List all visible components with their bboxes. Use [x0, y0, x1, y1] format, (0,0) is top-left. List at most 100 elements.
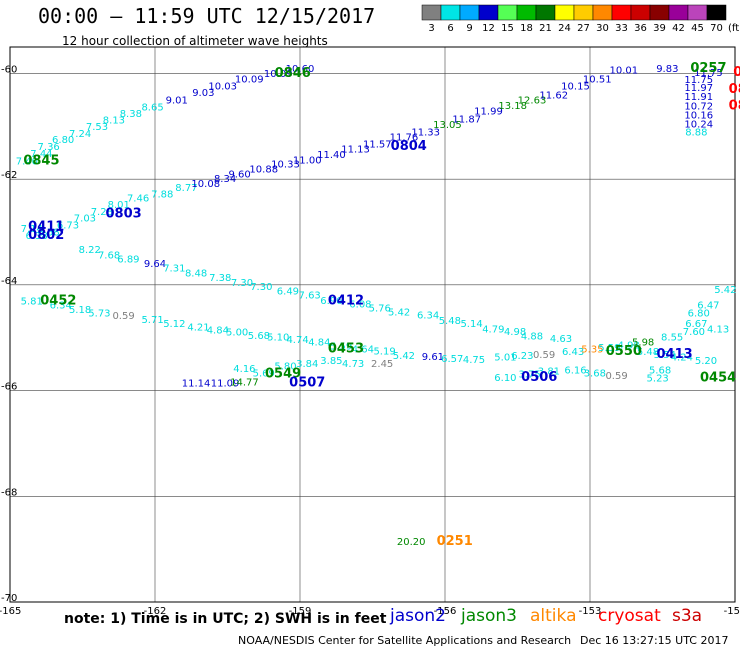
pass-time-label: 0453: [328, 342, 364, 357]
y-tick-label: -68: [1, 487, 17, 498]
legend-label: 39: [653, 23, 666, 34]
wave-height-value: 5.68: [649, 366, 671, 377]
legend-label: 36: [634, 23, 647, 34]
wave-height-value: 4.98: [618, 340, 640, 351]
pass-time-label: 0804: [391, 139, 427, 154]
wave-height-value: 7.38: [209, 273, 231, 284]
wave-height-value: 7.68: [98, 250, 120, 261]
wave-height-value: 8.34: [214, 174, 236, 185]
legend-label: 27: [577, 23, 590, 34]
legend-swatch: [668, 4, 689, 21]
wave-height-value: 10.33: [271, 160, 300, 171]
wave-height-value: 4.79: [482, 324, 504, 335]
wave-height-value: 6.34: [50, 301, 72, 312]
data-points: 7.407.447.366.807.247.538.138.388.659.01…: [16, 64, 737, 548]
wave-height-value: 11.62: [539, 90, 568, 101]
wave-height-value: 0.59: [112, 311, 134, 322]
wave-height-value: 3.75: [518, 369, 540, 380]
chart-title: 00:00 – 11:59 UTC 12/15/2017: [38, 4, 376, 28]
wave-height-value: 10.51: [583, 74, 612, 85]
pass-time-label: 0257: [690, 61, 726, 76]
wave-height-value: 5.42: [393, 351, 415, 362]
wave-height-value: 3.84: [296, 359, 318, 370]
x-tick-label: -150: [724, 606, 740, 617]
pass-time-label: 0803: [105, 207, 141, 222]
legend-swatch: [706, 4, 727, 21]
satellite-jason2: jason2: [390, 606, 446, 626]
legend-swatch: [630, 4, 651, 21]
x-tick-label: -156: [434, 606, 457, 617]
wave-height-value: 4.13: [707, 324, 729, 335]
legend-swatch: [459, 4, 480, 21]
wave-height-value: 5.59: [330, 341, 352, 352]
legend-label: 21: [539, 23, 552, 34]
legend-label: 45: [691, 23, 704, 34]
wave-height-value: 4.16: [233, 364, 255, 375]
wave-height-value: 5.14: [460, 319, 482, 330]
wave-height-value: 11.76: [390, 133, 419, 144]
pass-time-label: 0550: [606, 344, 642, 359]
legend-swatch: [554, 4, 575, 21]
wave-height-value: 7.63: [299, 291, 321, 302]
legend-label: 6: [447, 23, 453, 34]
wave-height-value: 10.60: [286, 64, 315, 75]
wave-height-value: 7.03: [74, 213, 96, 224]
wave-height-value: 3.68: [584, 368, 606, 379]
wave-height-value: 4.74: [286, 335, 308, 346]
wave-height-value: 10.09: [235, 74, 264, 85]
wave-height-value: 4.63: [550, 334, 572, 345]
pass-time-label: 0802: [28, 228, 64, 243]
satellite-jason3: jason3: [461, 606, 517, 626]
pass-time-label: 0506: [521, 370, 557, 385]
axis-ticks: -165 -162 -159 -156 -153 -150 -60 -62 -64 -66 -68 -…: [0, 64, 740, 617]
wave-height-value: 7.53: [86, 122, 108, 133]
pass-time-label: 0549: [265, 366, 301, 381]
wave-height-value: 20.20: [397, 537, 426, 548]
wave-height-value: 5.73: [88, 309, 110, 320]
wave-height-value: 6.43: [562, 347, 584, 358]
legend-label: 18: [520, 23, 533, 34]
wave-height-value: 6.80: [688, 309, 710, 320]
wave-height-value: 7.31: [163, 264, 185, 275]
wave-height-value: 0.59: [533, 350, 555, 361]
plot-frame: [9, 46, 736, 603]
wave-height-value: 5.54: [654, 350, 676, 361]
wave-height-value: 8.01: [108, 200, 130, 211]
legend-swatch: [611, 4, 632, 21]
wave-height-value: 6.73: [57, 220, 79, 231]
wave-height-value: 6.08: [349, 300, 371, 311]
legend-label: 42: [672, 23, 685, 34]
wave-height-value: 11.00: [293, 155, 322, 166]
satellite-altika: altika: [530, 606, 577, 626]
wave-height-value: 4.21: [187, 322, 209, 333]
wave-height-value: 6.67: [685, 319, 707, 330]
wave-height-value: 11.75: [694, 68, 723, 79]
wave-height-value: 8.48: [185, 268, 207, 279]
wave-height-value: 8.65: [141, 102, 163, 113]
wave-height-value: 5.71: [141, 315, 163, 326]
legend-swatch: [516, 4, 537, 21]
wave-height-value: 10.03: [208, 81, 237, 92]
legend-swatch: [687, 4, 708, 21]
pass-time-label: 0413: [656, 347, 692, 362]
wave-height-value: 9.01: [166, 96, 188, 107]
wave-height-value: 7.30: [250, 282, 272, 293]
wave-height-value: 5.98: [632, 338, 654, 349]
x-tick-label: -162: [144, 606, 167, 617]
wave-height-value: 5.19: [373, 347, 395, 358]
y-tick-label: -60: [1, 64, 17, 75]
pass-time-label: 0452: [40, 293, 76, 308]
pass-time-label: 0846: [275, 66, 311, 81]
wave-height-value: 11.75: [684, 75, 713, 86]
legend-swatch: [440, 4, 461, 21]
wave-height-value: 6.96: [320, 296, 342, 307]
wave-height-value: 6.80: [52, 135, 74, 146]
wave-height-value: 5.81: [21, 296, 43, 307]
wave-height-value: 8.88: [685, 127, 707, 138]
wave-height-value: 11.99: [474, 107, 503, 118]
wave-height-value: 5.80: [274, 361, 296, 372]
wave-height-value: 10.72: [684, 101, 713, 112]
pass-time-label: 0454: [700, 371, 736, 386]
wave-height-value: 5.20: [695, 356, 717, 367]
